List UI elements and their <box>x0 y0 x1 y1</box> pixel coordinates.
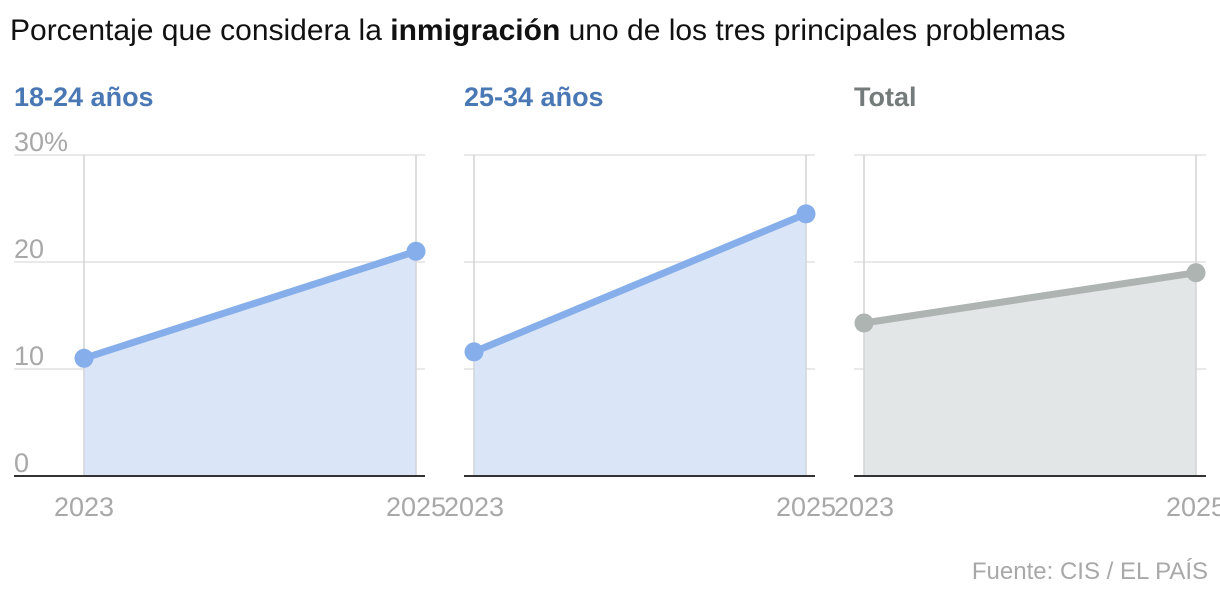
chart-panel-3: Total 2023 2025 <box>834 82 1220 522</box>
x-tick-label: 2023 <box>444 492 504 522</box>
source-note: Fuente: CIS / EL PAÍS <box>971 558 1208 585</box>
data-point <box>1186 263 1206 283</box>
x-tick-label: 2023 <box>54 492 114 522</box>
x-tick-label: 2025 <box>1166 492 1220 522</box>
panel-title: 25-34 años <box>464 82 604 112</box>
x-tick-label: 2023 <box>834 492 894 522</box>
title-suffix: uno de los tres principales problemas <box>560 14 1066 47</box>
panel-title: 18-24 años <box>14 82 154 112</box>
title-bold: inmigración <box>390 14 561 47</box>
area-fill <box>84 251 416 476</box>
data-point <box>406 241 426 261</box>
x-tick-label: 2025 <box>776 492 836 522</box>
data-point <box>796 204 816 224</box>
chart-panel-1: 18-24 años 0 10 20 30% 2023 2025 <box>14 82 446 522</box>
y-tick-label: 0 <box>14 448 29 478</box>
data-point <box>464 342 484 362</box>
x-tick-label: 2025 <box>386 492 446 522</box>
area-fill <box>474 213 806 476</box>
series-line <box>860 269 1200 327</box>
y-tick-label: 30% <box>14 127 68 157</box>
chart-title: Porcentaje que considera la inmigración … <box>10 14 1066 48</box>
data-point <box>74 348 94 368</box>
series-line <box>80 247 420 362</box>
area-fill <box>864 272 1196 476</box>
y-tick-label: 20 <box>14 234 44 264</box>
y-tick-label: 10 <box>14 341 44 371</box>
data-point <box>854 313 874 333</box>
chart-panel-2: 25-34 años 2023 2025 <box>444 82 836 522</box>
series-line <box>470 210 810 356</box>
panel-title: Total <box>854 82 917 112</box>
title-prefix: Porcentaje que considera la <box>10 14 391 47</box>
